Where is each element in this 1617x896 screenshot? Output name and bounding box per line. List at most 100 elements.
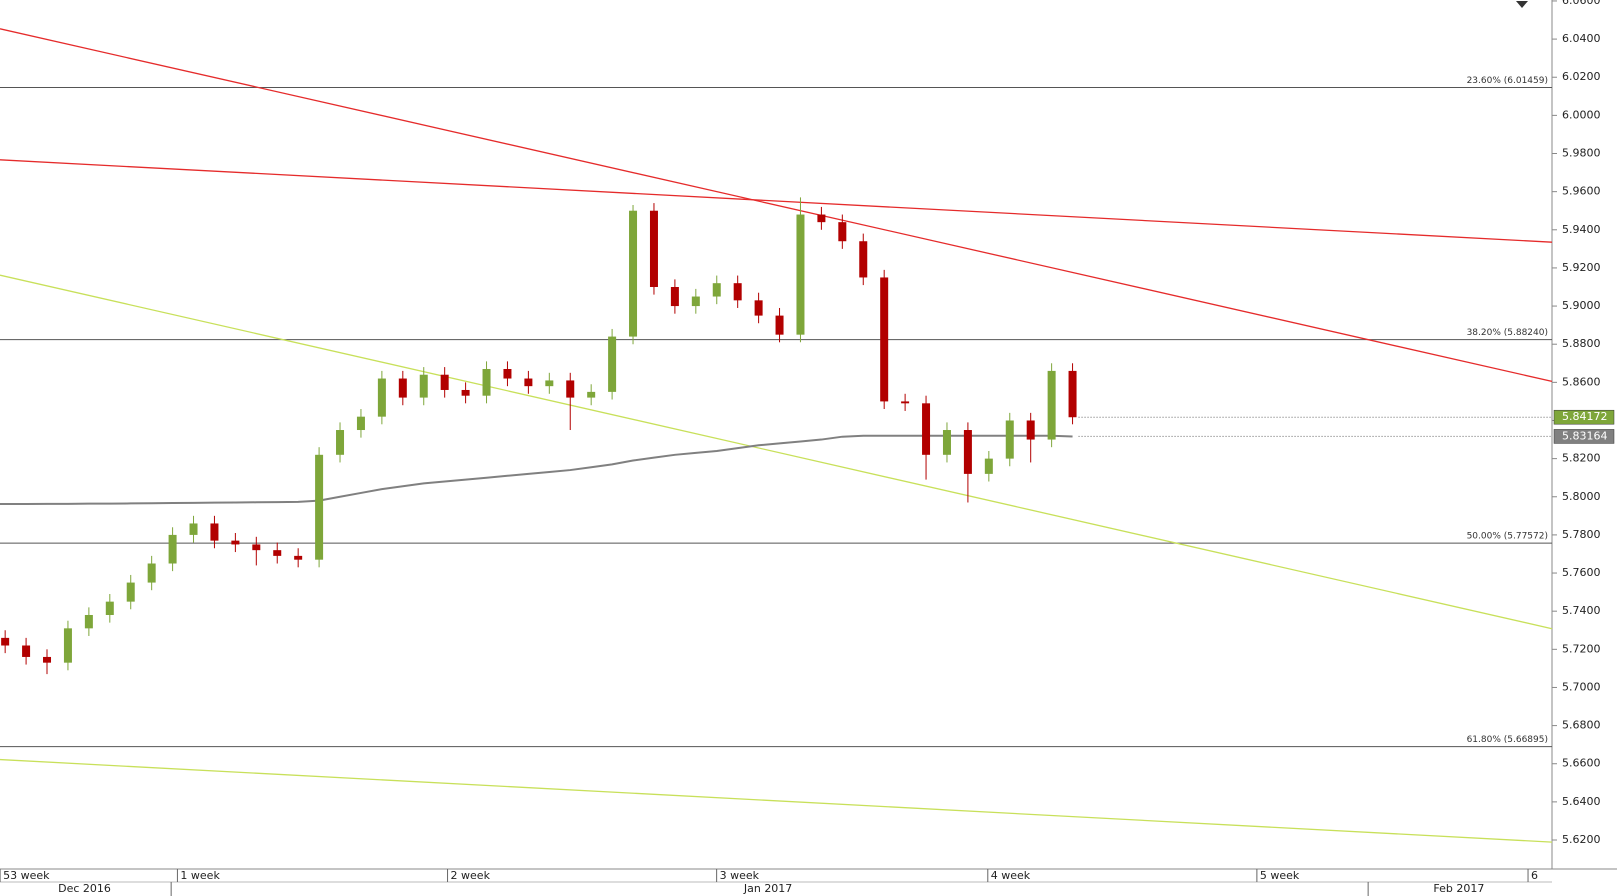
y-tick-label: 5.8800 [1562, 337, 1601, 350]
candle-body [901, 401, 910, 404]
candle-body [545, 380, 554, 387]
y-tick-label: 5.8600 [1562, 375, 1601, 388]
y-tick-label: 5.7600 [1562, 566, 1601, 579]
y-tick-label: 5.6800 [1562, 719, 1601, 732]
y-tick-label: 5.9400 [1562, 223, 1601, 236]
y-tick-label: 5.8200 [1562, 452, 1601, 465]
candle-body [1068, 370, 1077, 418]
y-tick-label: 6.0000 [1562, 108, 1601, 121]
candle-body [984, 458, 993, 474]
y-tick-label: 5.7400 [1562, 604, 1601, 617]
candle-body [440, 374, 449, 390]
month-label: Feb 2017 [1433, 882, 1484, 895]
candle-body [336, 430, 345, 455]
moving-average [0, 434, 1073, 506]
y-tick-label: 6.0400 [1562, 32, 1601, 45]
candle-body [503, 368, 512, 379]
candle-body [377, 378, 386, 417]
trend-line [0, 28, 1553, 383]
fib-label: 38.20% (5.88240) [1467, 328, 1548, 338]
candle-body [1, 637, 10, 646]
candle-body [315, 454, 324, 560]
candle-body [796, 214, 805, 335]
scroll-marker [1516, 1, 1528, 8]
candle-body [691, 296, 700, 307]
candle-body [754, 300, 763, 316]
y-tick-label: 5.6600 [1562, 757, 1601, 770]
price-marker-label: 5.84172 [1562, 410, 1608, 423]
y-tick-label: 5.9000 [1562, 299, 1601, 312]
y-tick-label: 5.9800 [1562, 147, 1601, 160]
fib-label: 50.00% (5.77572) [1467, 532, 1548, 542]
candle-body [775, 315, 784, 335]
candle-body [566, 380, 575, 398]
candle-body [880, 277, 889, 402]
candle-body [105, 601, 114, 615]
fib-label: 23.60% (6.01459) [1467, 76, 1548, 86]
week-label: 5 week [1260, 869, 1300, 882]
week-label: 3 week [720, 869, 760, 882]
candle-body [733, 283, 742, 301]
candle-body [210, 523, 219, 541]
candle-body [587, 391, 596, 398]
candle-body [252, 544, 261, 551]
week-label: 2 week [451, 869, 491, 882]
candle-body [963, 430, 972, 474]
candle-body [419, 374, 428, 398]
fib-label: 61.80% (5.66895) [1467, 735, 1548, 745]
candle-body [84, 614, 93, 629]
candle-body [43, 656, 52, 663]
price-marker-box [1553, 429, 1615, 444]
week-label: 53 week [3, 869, 50, 882]
candle-body [817, 214, 826, 223]
candle-body [922, 403, 931, 455]
month-label: Jan 2017 [743, 882, 792, 895]
week-label: 4 week [991, 869, 1031, 882]
price-marker-label: 5.83164 [1562, 429, 1608, 442]
candle-body [147, 563, 156, 583]
trend-line [0, 758, 1553, 843]
candle-body [63, 628, 72, 663]
candle-body [168, 534, 177, 564]
candle-body [859, 241, 868, 278]
y-tick-label: 5.8000 [1562, 490, 1601, 503]
candle-body [670, 286, 679, 307]
candle-body [712, 283, 721, 297]
candle-body [649, 210, 658, 287]
candle-body [524, 378, 533, 387]
month-label: Dec 2016 [58, 882, 111, 895]
candle-body [294, 555, 303, 560]
y-tick-label: 5.6200 [1562, 833, 1601, 846]
y-tick-label: 5.9200 [1562, 261, 1601, 274]
candle-body [1005, 420, 1014, 459]
candle-body [461, 389, 470, 396]
candle-body [608, 336, 617, 392]
candle-body [942, 430, 951, 455]
price-marker-box [1553, 409, 1615, 425]
candle-body [629, 210, 638, 337]
candle-body [22, 645, 31, 657]
candle-body [126, 582, 135, 602]
y-tick-label: 5.6400 [1562, 795, 1601, 808]
candle-body [189, 523, 198, 535]
candle-body [231, 540, 240, 545]
candle-body [1026, 420, 1035, 440]
y-tick-label: 5.7800 [1562, 528, 1601, 541]
candle-body [273, 550, 282, 556]
y-tick-label: 6.0600 [1562, 0, 1601, 7]
candle-body [356, 416, 365, 431]
trend-line [0, 159, 1553, 243]
y-tick-label: 6.0200 [1562, 70, 1601, 83]
candle-body [838, 222, 847, 242]
candle-body [1047, 370, 1056, 440]
trend-line [0, 274, 1553, 630]
y-tick-label: 5.7200 [1562, 642, 1601, 655]
y-tick-label: 5.7000 [1562, 680, 1601, 693]
week-label: 6 [1531, 869, 1538, 882]
candle-body [398, 378, 407, 398]
week-label: 1 week [180, 869, 220, 882]
candle-body [482, 368, 491, 396]
y-tick-label: 5.9600 [1562, 185, 1601, 198]
